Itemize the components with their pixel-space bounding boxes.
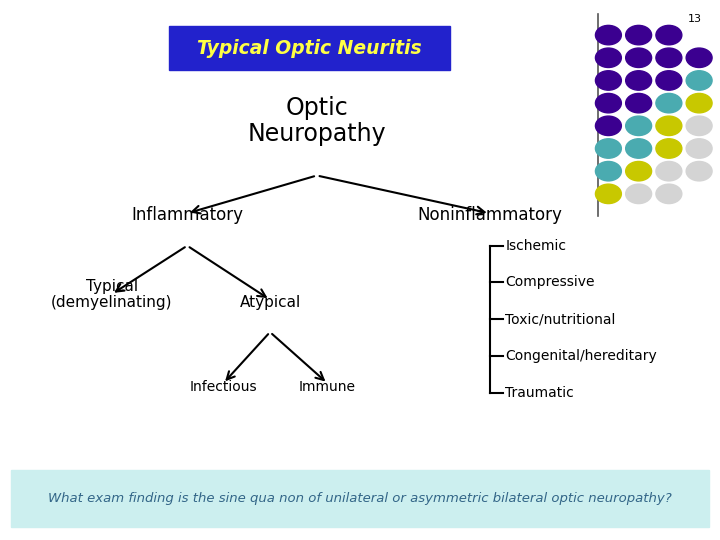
Circle shape [686, 71, 712, 90]
Circle shape [656, 184, 682, 204]
Text: Immune: Immune [299, 380, 356, 394]
FancyBboxPatch shape [11, 470, 709, 526]
Circle shape [626, 116, 652, 136]
Circle shape [686, 139, 712, 158]
Circle shape [656, 48, 682, 68]
Text: Ischemic: Ischemic [505, 239, 567, 253]
Circle shape [656, 161, 682, 181]
Circle shape [626, 93, 652, 113]
Text: 13: 13 [688, 14, 702, 24]
Circle shape [595, 161, 621, 181]
Text: Optic
Neuropathy: Optic Neuropathy [248, 96, 386, 146]
Circle shape [656, 71, 682, 90]
Text: Inflammatory: Inflammatory [131, 206, 243, 224]
Circle shape [686, 93, 712, 113]
Circle shape [595, 25, 621, 45]
Text: What exam finding is the sine qua non of unilateral or asymmetric bilateral opti: What exam finding is the sine qua non of… [48, 492, 672, 505]
Circle shape [626, 71, 652, 90]
Circle shape [595, 184, 621, 204]
Text: Typical Optic Neuritis: Typical Optic Neuritis [197, 38, 422, 58]
Circle shape [656, 93, 682, 113]
Circle shape [595, 139, 621, 158]
Circle shape [686, 116, 712, 136]
Circle shape [626, 48, 652, 68]
Text: Traumatic: Traumatic [505, 386, 574, 400]
Text: Toxic/nutritional: Toxic/nutritional [505, 312, 616, 326]
Circle shape [595, 116, 621, 136]
Circle shape [595, 71, 621, 90]
Circle shape [595, 93, 621, 113]
Circle shape [686, 161, 712, 181]
Circle shape [626, 139, 652, 158]
Circle shape [626, 184, 652, 204]
Circle shape [656, 25, 682, 45]
Circle shape [686, 48, 712, 68]
Circle shape [656, 116, 682, 136]
Text: Typical
(demyelinating): Typical (demyelinating) [51, 279, 172, 310]
Circle shape [595, 48, 621, 68]
Text: Atypical: Atypical [239, 295, 301, 310]
Circle shape [626, 161, 652, 181]
Circle shape [626, 25, 652, 45]
Text: Compressive: Compressive [505, 275, 595, 289]
FancyBboxPatch shape [169, 26, 450, 70]
Circle shape [656, 139, 682, 158]
Text: Infectious: Infectious [189, 380, 257, 394]
Text: Noninflammatory: Noninflammatory [417, 206, 562, 224]
Text: Congenital/hereditary: Congenital/hereditary [505, 349, 657, 363]
